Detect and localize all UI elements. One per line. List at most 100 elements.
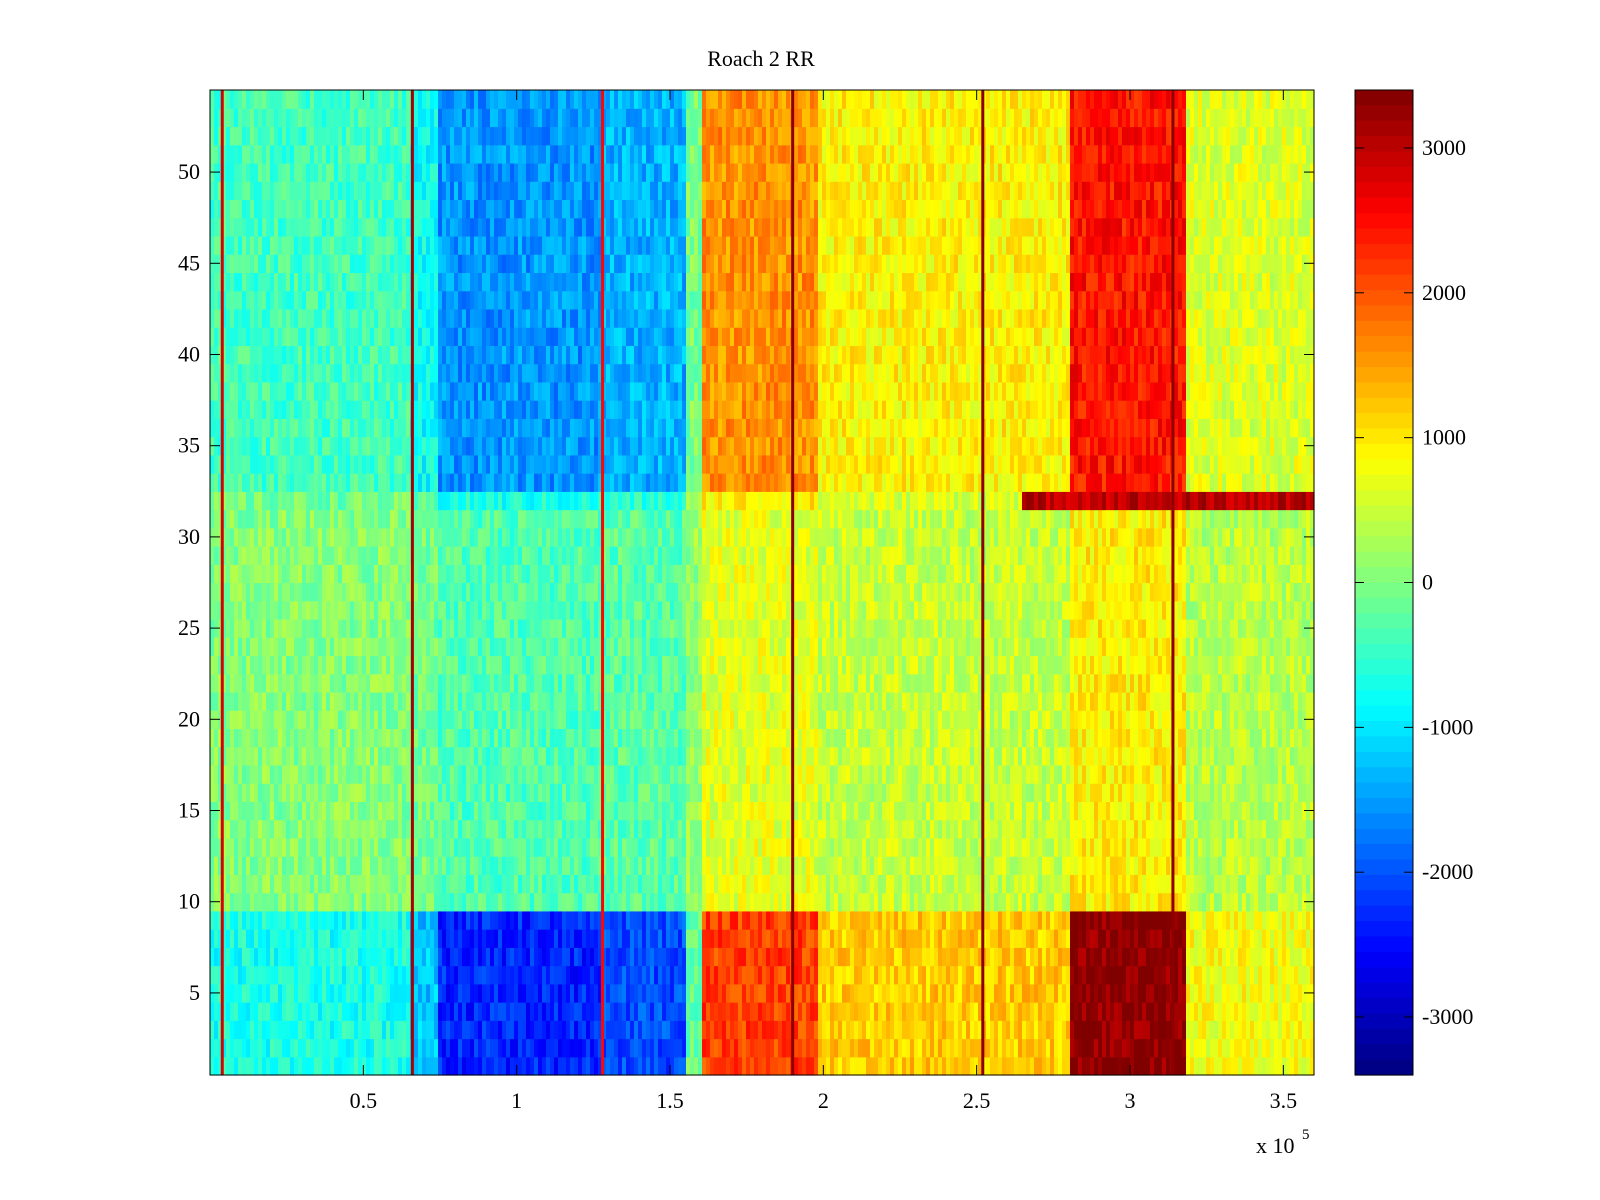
heatmap-cell — [526, 801, 531, 821]
heatmap-cell — [1006, 947, 1011, 967]
heatmap-cell — [1202, 764, 1207, 784]
heatmap-cell — [406, 910, 411, 930]
heatmap-cell — [938, 929, 943, 948]
heatmap-cell — [774, 910, 779, 930]
heatmap-cell — [630, 929, 635, 948]
heatmap-cell — [550, 746, 555, 766]
heatmap-cell — [886, 1056, 891, 1076]
heatmap-cell — [1298, 783, 1303, 802]
heatmap-cell — [1138, 856, 1143, 875]
heatmap-cell — [402, 947, 407, 967]
heatmap-cell — [842, 837, 847, 857]
heatmap-cell — [330, 929, 335, 948]
heatmap-cell — [618, 874, 623, 894]
heatmap-cell — [974, 837, 979, 857]
heatmap-cell — [666, 1002, 671, 1021]
heatmap-cell — [1214, 856, 1219, 875]
heatmap-cell — [998, 819, 1003, 839]
heatmap-cell — [442, 929, 447, 948]
heatmap-cell — [270, 764, 275, 784]
heatmap-cell — [1062, 947, 1067, 967]
heatmap-cell — [1286, 874, 1291, 894]
heatmap-cell — [238, 801, 243, 821]
heatmap-cell — [626, 910, 631, 930]
heatmap-cell — [510, 837, 515, 857]
heatmap-cell — [586, 965, 591, 985]
heatmap-cell — [1026, 1056, 1031, 1076]
heatmap-cell — [514, 892, 519, 912]
heatmap-cell — [434, 965, 439, 985]
heatmap-cell — [678, 801, 683, 821]
heatmap-cell — [274, 1056, 279, 1076]
heatmap-cell — [486, 819, 491, 839]
heatmap-cell — [486, 929, 491, 948]
heatmap-cell — [322, 965, 327, 985]
heatmap-cell — [330, 856, 335, 875]
heatmap-cell — [606, 1038, 611, 1058]
heatmap-cell — [462, 783, 467, 802]
heatmap-cell — [306, 783, 311, 802]
heatmap-cell — [678, 874, 683, 894]
heatmap-cell — [546, 1002, 551, 1021]
heatmap-cell — [622, 837, 627, 857]
heatmap-cell — [854, 801, 859, 821]
heatmap-cell — [1014, 1038, 1019, 1058]
heatmap-cell — [222, 965, 227, 985]
heatmap-cell — [310, 929, 315, 948]
heatmap-cell — [938, 1020, 943, 1040]
heatmap-cell — [1286, 965, 1291, 985]
heatmap-cell — [754, 801, 759, 821]
heatmap-cell — [442, 910, 447, 930]
heatmap-cell — [1074, 764, 1079, 784]
heatmap-cell — [598, 910, 603, 930]
heatmap-cell — [646, 819, 651, 839]
heatmap-cell — [582, 1020, 587, 1040]
heatmap-cell — [486, 874, 491, 894]
heatmap-cell — [538, 892, 543, 912]
heatmap-cell — [1066, 874, 1071, 894]
heatmap-cell — [274, 892, 279, 912]
heatmap-cell — [1290, 837, 1295, 857]
heatmap-cell — [1106, 1002, 1111, 1021]
heatmap-cell — [426, 1020, 431, 1040]
heatmap-cell — [1014, 947, 1019, 967]
heatmap-cell — [962, 746, 967, 766]
heatmap-cell — [722, 801, 727, 821]
heatmap-cell — [1110, 1056, 1115, 1076]
heatmap-cell — [930, 910, 935, 930]
heatmap-cell — [438, 837, 443, 857]
heatmap-cell — [766, 947, 771, 967]
heatmap-cell — [406, 1056, 411, 1076]
heatmap-cell — [1098, 783, 1103, 802]
heatmap-cell — [494, 856, 499, 875]
heatmap-cell — [542, 783, 547, 802]
heatmap-cell — [462, 1038, 467, 1058]
heatmap-cell — [978, 819, 983, 839]
heatmap-cell — [910, 783, 915, 802]
heatmap-cell — [902, 965, 907, 985]
heatmap-cell — [758, 837, 763, 857]
heatmap-cell — [1254, 1002, 1259, 1021]
heatmap-cell — [1270, 746, 1275, 766]
heatmap-cell — [578, 856, 583, 875]
heatmap-cell — [1222, 874, 1227, 894]
heatmap-cell — [974, 746, 979, 766]
heatmap-cell — [1130, 1038, 1135, 1058]
heatmap-cell — [566, 1038, 571, 1058]
heatmap-cell — [1222, 801, 1227, 821]
heatmap-cell — [1034, 910, 1039, 930]
heatmap-cell — [766, 1038, 771, 1058]
heatmap-cell — [390, 819, 395, 839]
heatmap-cell — [710, 746, 715, 766]
heatmap-cell — [958, 910, 963, 930]
heatmap-cell — [662, 1020, 667, 1040]
heatmap-cell — [234, 837, 239, 857]
heatmap-cell — [278, 892, 283, 912]
heatmap-cell — [666, 910, 671, 930]
heatmap-cell — [1270, 801, 1275, 821]
heatmap-cell — [734, 983, 739, 1003]
heatmap-cell — [426, 1038, 431, 1058]
heatmap-cell — [550, 764, 555, 784]
heatmap-cell — [986, 819, 991, 839]
heatmap-cell — [638, 746, 643, 766]
